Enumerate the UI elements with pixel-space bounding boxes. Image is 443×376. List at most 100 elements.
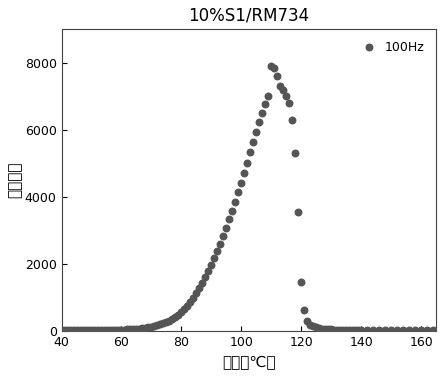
100Hz: [148, 324, 155, 330]
100Hz: [304, 318, 311, 324]
100Hz: [262, 101, 269, 107]
100Hz: [274, 73, 281, 79]
100Hz: [139, 325, 146, 331]
100Hz: [169, 316, 176, 322]
100Hz: [208, 262, 215, 268]
100Hz: [322, 326, 329, 332]
100Hz: [295, 209, 302, 215]
100Hz: [112, 327, 119, 333]
100Hz: [430, 327, 437, 333]
100Hz: [364, 327, 371, 333]
100Hz: [226, 217, 233, 223]
100Hz: [250, 139, 257, 145]
100Hz: [109, 327, 116, 333]
100Hz: [163, 319, 170, 325]
100Hz: [178, 309, 185, 315]
100Hz: [196, 285, 203, 291]
100Hz: [352, 327, 359, 333]
100Hz: [298, 279, 305, 285]
100Hz: [130, 326, 137, 332]
100Hz: [121, 326, 128, 332]
100Hz: [247, 149, 254, 155]
100Hz: [145, 324, 152, 331]
100Hz: [187, 299, 194, 305]
100Hz: [118, 327, 125, 333]
100Hz: [316, 325, 323, 331]
100Hz: [244, 159, 251, 165]
100Hz: [202, 274, 209, 280]
100Hz: [211, 255, 218, 261]
100Hz: [193, 290, 200, 296]
100Hz: [301, 307, 308, 313]
100Hz: [354, 327, 361, 333]
100Hz: [286, 100, 293, 106]
100Hz: [82, 327, 89, 333]
100Hz: [172, 314, 179, 320]
100Hz: [160, 320, 167, 326]
100Hz: [313, 324, 320, 330]
100Hz: [100, 327, 107, 333]
100Hz: [291, 150, 299, 156]
100Hz: [133, 326, 140, 332]
100Hz: [337, 327, 344, 333]
100Hz: [67, 327, 74, 333]
100Hz: [393, 327, 400, 333]
100Hz: [106, 327, 113, 333]
Legend: 100Hz: 100Hz: [351, 35, 430, 59]
100Hz: [289, 117, 296, 123]
100Hz: [181, 306, 188, 312]
100Hz: [136, 326, 143, 332]
100Hz: [334, 327, 341, 333]
100Hz: [238, 180, 245, 186]
100Hz: [115, 327, 122, 333]
100Hz: [214, 248, 221, 254]
100Hz: [94, 327, 101, 333]
100Hz: [325, 326, 332, 332]
100Hz: [340, 327, 347, 333]
100Hz: [235, 190, 242, 196]
100Hz: [103, 327, 110, 333]
100Hz: [76, 327, 83, 333]
100Hz: [184, 303, 191, 309]
100Hz: [199, 280, 206, 286]
100Hz: [307, 321, 314, 327]
100Hz: [190, 295, 197, 301]
100Hz: [342, 327, 350, 333]
100Hz: [358, 327, 365, 333]
100Hz: [283, 93, 290, 99]
100Hz: [175, 312, 182, 318]
100Hz: [271, 65, 278, 71]
100Hz: [412, 327, 419, 333]
100Hz: [220, 233, 227, 239]
100Hz: [330, 326, 338, 332]
100Hz: [79, 327, 86, 333]
100Hz: [310, 323, 317, 329]
100Hz: [268, 63, 275, 69]
100Hz: [277, 83, 284, 89]
100Hz: [157, 321, 164, 327]
100Hz: [256, 119, 263, 125]
100Hz: [280, 86, 287, 92]
X-axis label: 温度（℃）: 温度（℃）: [222, 354, 276, 369]
100Hz: [91, 327, 98, 333]
100Hz: [97, 327, 104, 333]
100Hz: [127, 326, 134, 332]
100Hz: [241, 170, 248, 176]
100Hz: [73, 327, 80, 333]
100Hz: [424, 327, 431, 333]
100Hz: [349, 327, 356, 333]
100Hz: [346, 327, 353, 333]
100Hz: [405, 327, 412, 333]
100Hz: [88, 327, 95, 333]
100Hz: [400, 327, 407, 333]
100Hz: [223, 225, 230, 231]
100Hz: [328, 326, 335, 332]
100Hz: [142, 325, 149, 331]
100Hz: [369, 327, 377, 333]
Title: 10%S1/RM734: 10%S1/RM734: [188, 7, 309, 25]
100Hz: [58, 327, 65, 333]
100Hz: [229, 208, 236, 214]
100Hz: [154, 322, 161, 328]
100Hz: [253, 129, 260, 135]
100Hz: [124, 326, 131, 332]
